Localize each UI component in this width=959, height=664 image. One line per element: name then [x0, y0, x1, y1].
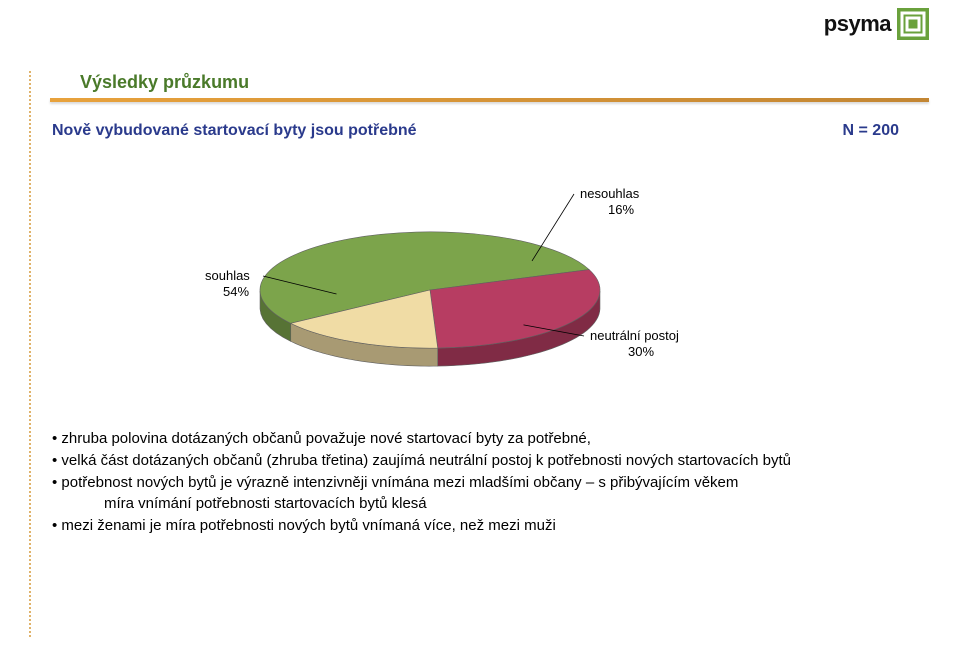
bullet-3: • potřebnost nových bytů je výrazně inte… — [52, 472, 899, 494]
brand-logo-text: psyma — [824, 11, 891, 37]
svg-text:nesouhlas: nesouhlas — [580, 186, 640, 201]
bullet-1: • zhruba polovina dotázaných občanů pova… — [52, 428, 899, 450]
section-title: Výsledky průzkumu — [80, 72, 249, 93]
rule-orange — [50, 98, 929, 102]
svg-text:neutrální postoj: neutrální postoj — [590, 328, 679, 343]
svg-text:souhlas: souhlas — [205, 268, 250, 283]
pie-chart: souhlas54% neutrální postoj30% nesouhlas16… — [150, 160, 710, 390]
brand-logo-icon — [897, 8, 929, 40]
svg-text:16%: 16% — [608, 202, 634, 217]
brand-logo: psyma — [824, 8, 929, 40]
subtitle: Nově vybudované startovací byty jsou pot… — [52, 122, 417, 140]
bullet-4: • mezi ženami je míra potřebnosti nových… — [52, 515, 899, 537]
svg-text:30%: 30% — [628, 344, 654, 359]
bullet-list: • zhruba polovina dotázaných občanů pova… — [52, 428, 899, 537]
svg-text:54%: 54% — [223, 284, 249, 299]
sample-size-label: N = 200 — [843, 122, 899, 140]
bullet-2: • velká část dotázaných občanů (zhruba t… — [52, 450, 899, 472]
bullet-3-cont: míra vnímání potřebnosti startovacích by… — [52, 493, 899, 515]
dotted-rule-left — [28, 70, 32, 639]
